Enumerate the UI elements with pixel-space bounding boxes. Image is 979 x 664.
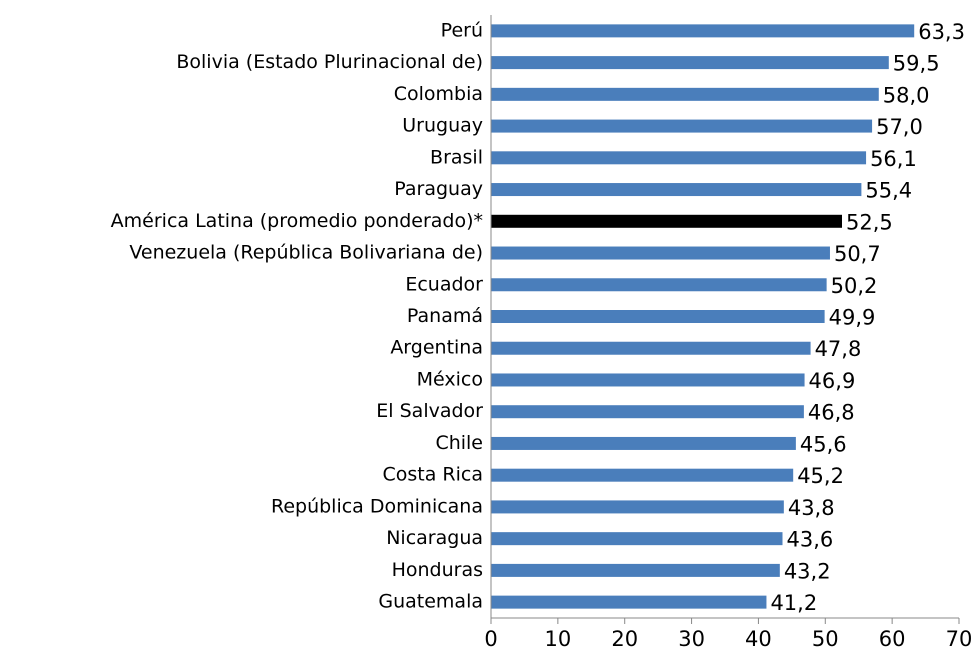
- category-label: Bolivia (Estado Plurinacional de): [176, 51, 483, 73]
- category-label: Guatemala: [378, 591, 483, 613]
- x-tick-label: 60: [879, 627, 906, 651]
- value-label: 52,5: [846, 210, 893, 234]
- bar: [491, 246, 830, 260]
- category-label: Uruguay: [402, 115, 483, 137]
- bar: [491, 341, 811, 355]
- bar: [491, 532, 783, 546]
- bar: [491, 468, 794, 482]
- bar: [491, 151, 867, 165]
- x-tick-label: 20: [611, 627, 638, 651]
- bar: [491, 214, 842, 228]
- value-label: 43,6: [786, 528, 833, 552]
- bar: [491, 563, 780, 577]
- bar: [491, 310, 825, 323]
- bar: [491, 56, 889, 70]
- category-label: República Dominicana: [271, 495, 483, 517]
- x-tick-label: 40: [745, 627, 772, 651]
- value-label: 41,2: [770, 591, 817, 615]
- value-label: 49,9: [829, 306, 876, 330]
- value-label: 47,8: [815, 337, 862, 361]
- x-tick-label: 0: [484, 627, 497, 651]
- category-label: México: [417, 368, 483, 390]
- category-label: Honduras: [392, 559, 483, 581]
- value-label: 50,7: [834, 242, 881, 266]
- category-label: Colombia: [394, 83, 483, 105]
- category-label: Costa Rica: [383, 464, 484, 486]
- value-label: 59,5: [893, 52, 940, 76]
- category-label: El Salvador: [376, 400, 483, 422]
- x-tick-label: 30: [678, 627, 705, 651]
- x-tick-label: 10: [544, 627, 571, 651]
- bar: [491, 436, 796, 450]
- x-tick-label: 50: [812, 627, 839, 651]
- category-label: Argentina: [390, 337, 483, 359]
- bar: [491, 278, 827, 292]
- category-label: Ecuador: [405, 273, 483, 295]
- value-label: 45,2: [797, 464, 844, 488]
- value-label: 45,6: [800, 432, 847, 456]
- x-tick-label: 70: [946, 627, 973, 651]
- bar: [491, 87, 879, 101]
- value-label: 57,0: [876, 115, 923, 139]
- bar: [491, 500, 784, 514]
- value-label: 43,2: [784, 559, 831, 583]
- category-label: Chile: [435, 432, 483, 454]
- bar: [491, 24, 915, 38]
- bar: [491, 405, 804, 419]
- value-label: 58,0: [883, 83, 930, 107]
- value-label: 46,9: [809, 369, 856, 393]
- category-label: América Latina (promedio ponderado)*: [111, 210, 483, 232]
- value-label: 63,3: [918, 20, 965, 44]
- bar: [491, 373, 805, 387]
- category-label: Brasil: [430, 146, 483, 168]
- bar: [491, 595, 767, 609]
- category-label: Nicaragua: [386, 527, 483, 549]
- bar: [491, 183, 862, 197]
- value-label: 46,8: [808, 401, 855, 425]
- value-label: 50,2: [831, 274, 878, 298]
- category-label: Venezuela (República Bolivariana de): [129, 242, 483, 264]
- category-label: Panamá: [407, 305, 483, 327]
- value-label: 43,8: [788, 496, 835, 520]
- value-label: 56,1: [870, 147, 917, 171]
- category-label: Perú: [441, 19, 483, 41]
- bar: [491, 119, 873, 133]
- value-label: 55,4: [865, 179, 912, 203]
- category-label: Paraguay: [394, 178, 483, 200]
